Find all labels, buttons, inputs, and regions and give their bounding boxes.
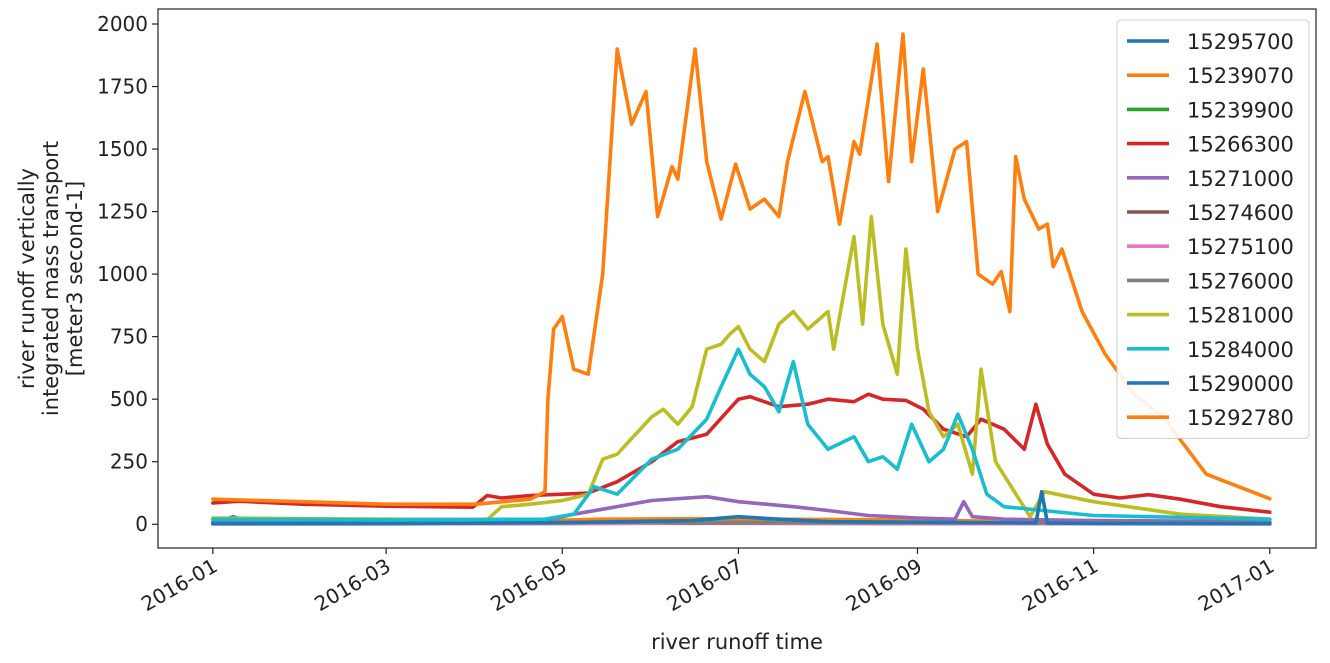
legend-label: 15290000 [1187,372,1294,396]
legend-label: 15266300 [1187,133,1294,157]
y-tick-label: 1000 [97,262,148,286]
y-axis-title-line: integrated mass transport [39,141,63,416]
y-tick-label: 250 [110,450,148,474]
y-tick-label: 1250 [97,200,148,224]
legend-label: 15239070 [1187,64,1294,88]
y-tick-label: 1750 [97,75,148,99]
legend-label: 15276000 [1187,269,1294,293]
series-line-15284000 [211,347,1272,522]
series-layer [211,32,1272,526]
legend-box [1116,19,1310,439]
y-axis-title-line: [meter3 second-1] [63,181,87,376]
y-axis-title: river runoff vertically integrated mass t… [15,141,87,416]
series-line-15292780 [211,32,1272,506]
plot-frame [157,8,1317,549]
series-line-15266300 [211,392,1272,514]
y-tick-label: 750 [110,325,148,349]
legend-label: 15274600 [1187,201,1294,225]
y-tick-label: 0 [135,512,148,536]
y-axis-title-line: river runoff vertically [15,168,39,389]
y-axis: 0 250 500 750 1000 1250 1500 1750 2000 [97,12,158,536]
y-tick-label: 2000 [97,12,148,36]
legend-label: 15271000 [1187,167,1294,191]
legend-label: 15284000 [1187,338,1294,362]
legend-label: 15239900 [1187,98,1294,122]
legend-label: 15275100 [1187,235,1294,259]
legend-label: 15292780 [1187,406,1294,430]
series-line-15290000 [211,489,1272,526]
y-tick-label: 1500 [97,137,148,161]
legend-label: 15281000 [1187,304,1294,328]
x-axis-title: river runoff time [651,630,823,654]
legend-label: 15295700 [1187,30,1294,54]
legend: 15295700 15239070 15239900 15266300 15271000… [1116,19,1310,439]
y-tick-label: 500 [110,387,148,411]
